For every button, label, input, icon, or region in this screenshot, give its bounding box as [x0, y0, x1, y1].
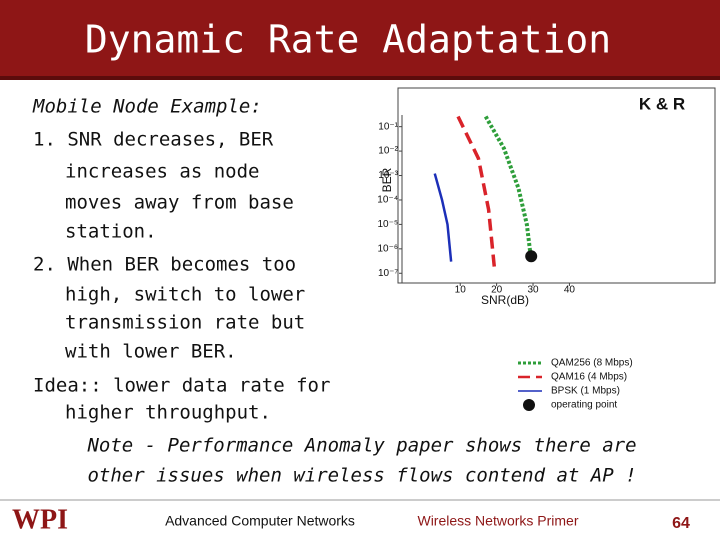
- body-line: Mobile Node Example:: [32, 96, 262, 118]
- header-rule: [0, 76, 720, 80]
- note-line: Note - Performance Anomaly paper shows t…: [86, 435, 636, 457]
- y-tick-label: 10⁻³: [378, 170, 398, 181]
- x-tick-label: 10: [455, 285, 467, 296]
- header-bar: [0, 0, 720, 80]
- ber-curve: [456, 115, 497, 269]
- body-line: with lower BER.: [65, 341, 237, 363]
- legend-label: QAM16 (4 Mbps): [551, 372, 627, 383]
- y-tick-label: 10⁻⁷: [378, 268, 398, 279]
- figure-frame: [397, 87, 716, 284]
- body-line: transmission rate but: [65, 312, 305, 334]
- operating-point: [525, 250, 538, 263]
- page-number: 64: [672, 515, 690, 532]
- y-tick-label: 10⁻⁶: [377, 243, 398, 254]
- legend-label: BPSK (1 Mbps): [551, 386, 620, 397]
- y-tick-label: 10⁻⁵: [377, 219, 398, 230]
- body-line: 1. SNR decreases, BER: [33, 129, 274, 151]
- body-line: moves away from base: [65, 192, 294, 214]
- footer-topic: Wireless Networks Primer: [417, 513, 578, 529]
- footer-logo: WPI: [12, 504, 68, 535]
- x-tick-label: 20: [491, 285, 503, 296]
- y-tick-label: 10⁻¹: [378, 121, 398, 132]
- x-tick-label: 40: [564, 285, 576, 296]
- body-line: high, switch to lower: [65, 284, 305, 306]
- figure-source: K & R: [639, 94, 685, 113]
- y-tick-label: 10⁻²: [378, 146, 398, 157]
- body-line: station.: [65, 221, 157, 243]
- ber-curve: [433, 173, 453, 262]
- legend-label: operating point: [551, 400, 617, 411]
- ber-curve: [483, 115, 533, 258]
- body-line: Idea:: lower data rate for: [33, 375, 330, 397]
- footer-course: Advanced Computer Networks: [165, 513, 355, 529]
- x-tick-label: 30: [527, 285, 539, 296]
- legend-swatch: [523, 399, 535, 411]
- note-line: other issues when wireless flows contend…: [87, 465, 636, 487]
- y-axis-label: BER: [380, 167, 394, 192]
- body-line: higher throughput.: [65, 402, 271, 424]
- y-tick-label: 10⁻⁴: [377, 195, 398, 206]
- body-line: increases as node: [65, 161, 259, 183]
- body-line: 2. When BER becomes too: [33, 254, 296, 276]
- legend-label: QAM256 (8 Mbps): [551, 358, 633, 369]
- x-axis-label: SNR(dB): [481, 293, 529, 307]
- slide-title: Dynamic Rate Adaptation: [85, 18, 611, 62]
